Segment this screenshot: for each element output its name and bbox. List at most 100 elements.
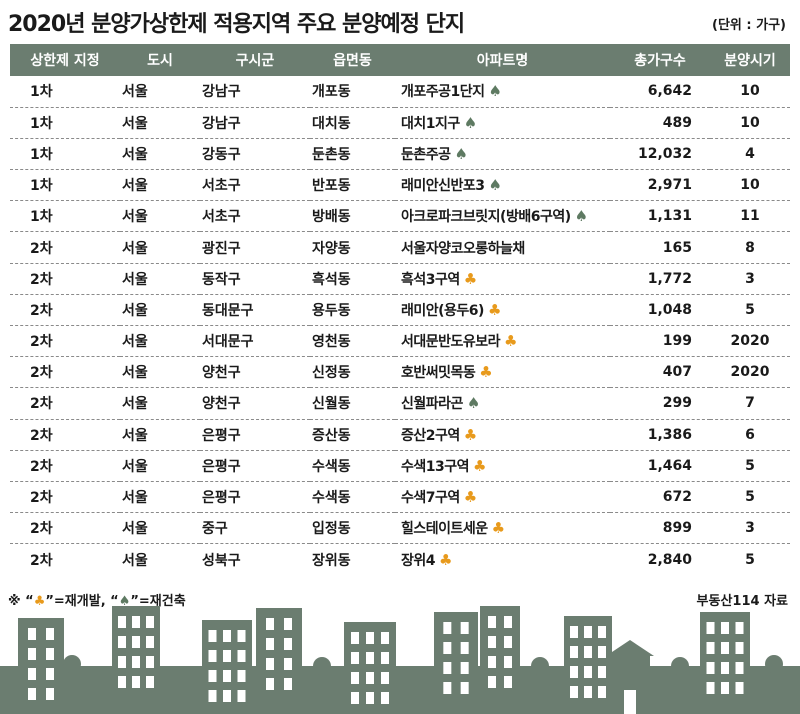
club-icon: ♣ bbox=[439, 550, 452, 569]
dong-cell-text: 수색동 bbox=[312, 490, 351, 507]
apt-cell: 수색13구역 ♣ bbox=[395, 450, 610, 481]
units-cell-text: 165 bbox=[662, 239, 692, 256]
units-cell: 299 bbox=[610, 388, 710, 419]
window bbox=[132, 676, 140, 688]
dong-cell-text: 영천동 bbox=[312, 334, 351, 351]
round-cell: 2차 bbox=[10, 388, 120, 419]
window bbox=[366, 652, 374, 664]
window bbox=[46, 668, 54, 680]
time-cell: 3 bbox=[710, 513, 790, 544]
city-cell: 서울 bbox=[120, 544, 200, 575]
table-row: 1차 서울 강동구 둔촌동 둔촌주공 ♠ 12,032 4 bbox=[10, 138, 790, 170]
window bbox=[118, 616, 126, 628]
dong-cell: 장위동 bbox=[310, 544, 395, 575]
tree bbox=[765, 655, 783, 673]
time-cell: 7 bbox=[710, 388, 790, 419]
window bbox=[584, 666, 592, 678]
time-cell-text: 10 bbox=[740, 83, 760, 100]
time-cell: 10 bbox=[710, 170, 790, 201]
time-cell-text: 8 bbox=[745, 239, 755, 256]
header-time: 분양시기 bbox=[724, 53, 776, 69]
window bbox=[735, 642, 744, 654]
time-cell: 5 bbox=[710, 450, 790, 481]
spade-icon: ♠ bbox=[488, 82, 502, 101]
window bbox=[381, 692, 389, 704]
header-dong: 읍면동 bbox=[333, 53, 372, 69]
apt-cell: 아크로파크브릿지(방배6구역) ♠ bbox=[395, 201, 610, 232]
window bbox=[223, 630, 231, 642]
window bbox=[132, 656, 140, 668]
dong-cell: 개포동 bbox=[310, 76, 395, 107]
window bbox=[146, 636, 154, 648]
apt-cell: 흑석3구역 ♣ bbox=[395, 263, 610, 294]
header-apt: 아파트명 bbox=[476, 53, 529, 69]
window bbox=[223, 690, 231, 702]
window bbox=[721, 622, 729, 634]
dong-cell-text: 대치동 bbox=[312, 115, 351, 132]
window bbox=[351, 672, 359, 684]
dong-cell-text: 흑석동 bbox=[312, 271, 351, 288]
building bbox=[480, 606, 520, 714]
dong-cell: 방배동 bbox=[310, 201, 395, 232]
window bbox=[570, 686, 578, 698]
city-cell-text: 서울 bbox=[122, 490, 148, 507]
round-cell-text: 1차 bbox=[30, 146, 53, 163]
dong-cell: 용두동 bbox=[310, 294, 395, 325]
apt-cell-text: 수색13구역 bbox=[401, 458, 470, 475]
city-cell: 서울 bbox=[120, 481, 200, 512]
apt-cell-text: 래미안(용두6) bbox=[401, 302, 484, 319]
city-cell-text: 서울 bbox=[122, 365, 148, 382]
dong-cell-text: 입정동 bbox=[312, 521, 351, 538]
dong-cell: 둔촌동 bbox=[310, 138, 395, 169]
time-cell-text: 5 bbox=[745, 457, 755, 474]
window bbox=[46, 688, 54, 700]
window bbox=[460, 682, 469, 694]
city-cell-text: 서울 bbox=[122, 178, 148, 195]
gu-cell-text: 양천구 bbox=[202, 396, 241, 413]
window bbox=[266, 658, 274, 670]
window bbox=[706, 682, 715, 694]
tree bbox=[531, 657, 549, 675]
units-cell: 1,464 bbox=[610, 450, 710, 481]
units-cell-text: 1,386 bbox=[647, 426, 692, 443]
gu-cell-text: 동작구 bbox=[202, 271, 241, 288]
units-cell-text: 489 bbox=[662, 114, 692, 131]
window bbox=[584, 626, 592, 638]
apt-cell: 래미안신반포3 ♠ bbox=[395, 170, 610, 201]
table-body: 1차 서울 강남구 개포동 개포주공1단지 ♠ 6,642 10 1차 서울 강남구 대치동 대치1지구… bbox=[10, 76, 790, 575]
time-cell-text: 5 bbox=[745, 301, 755, 318]
table-row: 1차 서울 서초구 방배동 아크로파크브릿지(방배6구역) ♠ 1,131 11 bbox=[10, 201, 790, 232]
dong-cell: 증산동 bbox=[310, 419, 395, 450]
time-cell: 11 bbox=[710, 201, 790, 232]
table-row: 1차 서울 강남구 대치동 대치1지구 ♠ 489 10 bbox=[10, 107, 790, 139]
gu-cell-text: 강동구 bbox=[202, 146, 241, 163]
gu-cell: 강동구 bbox=[200, 138, 310, 169]
window bbox=[598, 666, 606, 678]
window bbox=[208, 670, 217, 682]
house-roof bbox=[606, 640, 654, 656]
window bbox=[284, 678, 292, 690]
gu-cell-text: 강남구 bbox=[202, 115, 241, 132]
city-cell: 서울 bbox=[120, 294, 200, 325]
window bbox=[381, 652, 389, 664]
window bbox=[488, 636, 496, 648]
apt-cell-text: 신월파라곤 bbox=[401, 396, 463, 413]
apt-cell-text: 증산2구역 bbox=[401, 427, 460, 444]
apt-cell-text: 장위4 bbox=[401, 552, 436, 569]
time-cell-text: 3 bbox=[745, 520, 755, 537]
window bbox=[28, 648, 36, 660]
time-cell-text: 10 bbox=[740, 114, 760, 131]
window bbox=[504, 656, 512, 668]
gu-cell: 서초구 bbox=[200, 201, 310, 232]
units-cell: 12,032 bbox=[610, 138, 710, 169]
dong-cell-text: 용두동 bbox=[312, 302, 351, 319]
dong-cell: 신정동 bbox=[310, 357, 395, 388]
round-cell: 2차 bbox=[10, 544, 120, 575]
windows bbox=[28, 616, 744, 714]
gu-cell-text: 서대문구 bbox=[202, 334, 254, 351]
city-cell-text: 서울 bbox=[122, 240, 148, 257]
window bbox=[284, 658, 292, 670]
window bbox=[237, 630, 246, 642]
apt-cell-text: 대치1지구 bbox=[401, 115, 460, 132]
gu-cell: 은평구 bbox=[200, 481, 310, 512]
